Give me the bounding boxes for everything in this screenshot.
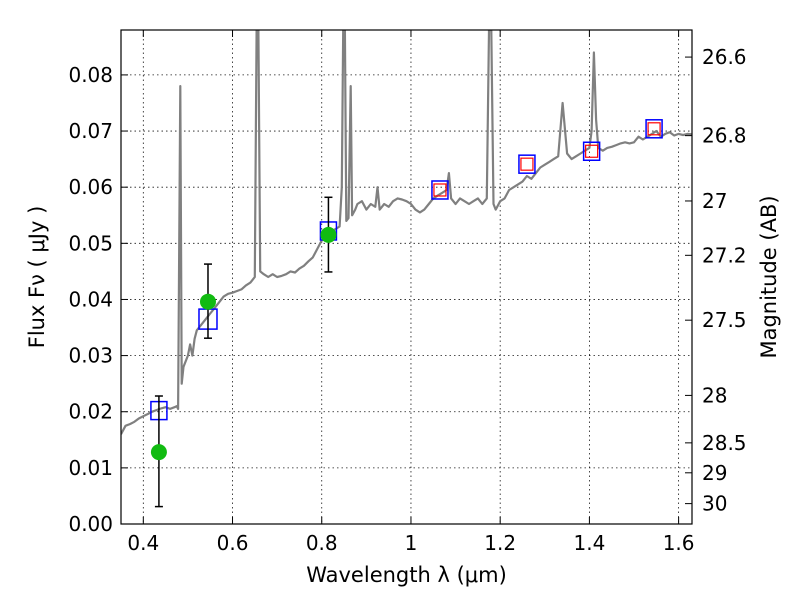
observed-points [150, 196, 337, 508]
x-tick-label: 0.6 [217, 531, 249, 555]
observed-point [320, 226, 337, 243]
model-box [431, 180, 449, 200]
y2-tick-label: 26.6 [702, 45, 747, 69]
y2-tick-label: 27 [702, 189, 727, 213]
observed-box [520, 157, 534, 171]
x-tick-label: 1.4 [573, 531, 605, 555]
model-box [518, 154, 536, 174]
spectrum-line [121, 30, 692, 435]
y2-tick-label: 29 [702, 461, 727, 485]
y2-axis-ticks: 26.6 26.8 27 27.2 27.5 28 28.5 29 30 [685, 45, 747, 516]
y-tick-label: 0.07 [68, 119, 113, 143]
observed-box [647, 122, 661, 136]
y-tick-label: 0.05 [68, 231, 113, 255]
y-axis-title: Flux Fν ( μJy ) [25, 206, 49, 349]
x-tick-label: 1 [405, 531, 418, 555]
y2-tick-label: 28 [702, 383, 727, 407]
y2-tick-label: 27.2 [702, 243, 747, 267]
observed-box [585, 144, 599, 158]
y2-tick-label: 28.5 [702, 431, 747, 455]
x-tick-label: 1.6 [663, 531, 695, 555]
model-box [645, 119, 663, 139]
y2-tick-label: 27.5 [702, 308, 747, 332]
y-tick-label: 0.03 [68, 344, 113, 368]
y-tick-label: 0.08 [68, 63, 113, 87]
y-tick-label: 0.00 [68, 512, 113, 536]
model-box [582, 141, 601, 162]
grid-lines [121, 30, 692, 525]
y2-tick-label: 30 [702, 492, 727, 516]
x-tick-label: 0.4 [127, 531, 159, 555]
x-axis-title: Wavelength λ (μm) [306, 563, 507, 587]
observed-box [433, 183, 447, 197]
y-tick-label: 0.04 [68, 287, 113, 311]
y-axis-ticks: 0.00 0.01 0.02 0.03 0.04 0.05 0.06 0.07 0.08 [68, 63, 128, 536]
y2-axis-title: Magnitude (AB) [757, 195, 781, 358]
x-axis-ticks: 0.4 0.6 0.8 1 1.2 1.4 1.6 [127, 30, 695, 555]
plot-frame [120, 29, 693, 525]
spectrum-series [121, 30, 692, 435]
y-tick-label: 0.06 [68, 175, 113, 199]
observed-point [199, 293, 216, 310]
y2-tick-label: 26.8 [702, 124, 747, 148]
y-tick-label: 0.02 [68, 400, 113, 424]
y-tick-label: 0.01 [68, 456, 113, 480]
x-tick-label: 1.2 [484, 531, 516, 555]
observed-point [150, 444, 167, 461]
photometry-boxes [150, 119, 663, 421]
x-tick-label: 0.8 [306, 531, 338, 555]
